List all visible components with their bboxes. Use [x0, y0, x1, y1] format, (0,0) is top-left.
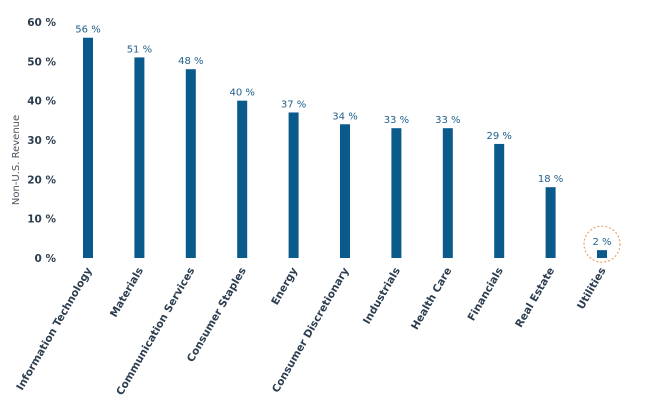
- y-tick-label: 20 %: [27, 174, 56, 186]
- data-label: 34 %: [332, 111, 357, 122]
- data-label: 51 %: [127, 44, 152, 55]
- data-label: 37 %: [281, 99, 306, 110]
- y-tick-label: 30 %: [27, 135, 56, 147]
- data-label: 48 %: [178, 56, 203, 67]
- bar: [597, 250, 607, 258]
- bar: [237, 100, 248, 259]
- highlight: [583, 225, 621, 263]
- bar: [185, 69, 196, 258]
- x-tick-label: Financials: [466, 266, 506, 324]
- x-tick-label: Industrials: [361, 266, 403, 327]
- x-tick-label: Utilities: [575, 266, 609, 312]
- x-axis: Information Technology MaterialsCommunica…: [14, 265, 608, 397]
- x-tick-label: Energy: [269, 265, 300, 307]
- x-tick-label: Health Care: [409, 266, 454, 332]
- y-tick-label: 50 %: [27, 56, 56, 68]
- data-label: 56 %: [75, 25, 100, 36]
- highlight-circle: [583, 225, 621, 263]
- data-label: 40 %: [229, 88, 254, 99]
- data-label: 29 %: [486, 131, 511, 142]
- x-tick-label: Consumer Staples: [185, 266, 249, 365]
- data-label: 33 %: [435, 115, 460, 126]
- bar: [83, 37, 93, 258]
- x-tick-label: Real Estate: [513, 266, 557, 330]
- data-label: 18 %: [538, 174, 563, 185]
- bar: [340, 124, 350, 259]
- bars: [83, 37, 607, 259]
- bar: [288, 112, 299, 258]
- bar: [442, 128, 453, 258]
- data-label: 33 %: [384, 115, 409, 126]
- y-axis-label: Non-U.S. Revenue: [11, 115, 22, 205]
- y-tick-label: 60 %: [27, 17, 56, 29]
- y-tick-label: 10 %: [27, 214, 56, 226]
- y-tick-label: 0 %: [35, 253, 57, 265]
- bar: [134, 57, 145, 259]
- data-labels: 56 % 51 % 48 % 40 % 37 % 34 % 33 % 33 % 29 % 18 %…: [75, 25, 611, 248]
- x-tick-label: Information Technology: [14, 265, 94, 392]
- bar: [545, 187, 556, 258]
- x-tick-label: Materials: [108, 266, 146, 320]
- bar: [494, 143, 505, 258]
- y-axis: 0 % 10 % 20 % 30 % 40 % 50 % 60 %: [27, 17, 56, 265]
- bar: [391, 128, 402, 258]
- data-label: 2 %: [592, 237, 611, 248]
- y-tick-label: 40 %: [27, 96, 56, 108]
